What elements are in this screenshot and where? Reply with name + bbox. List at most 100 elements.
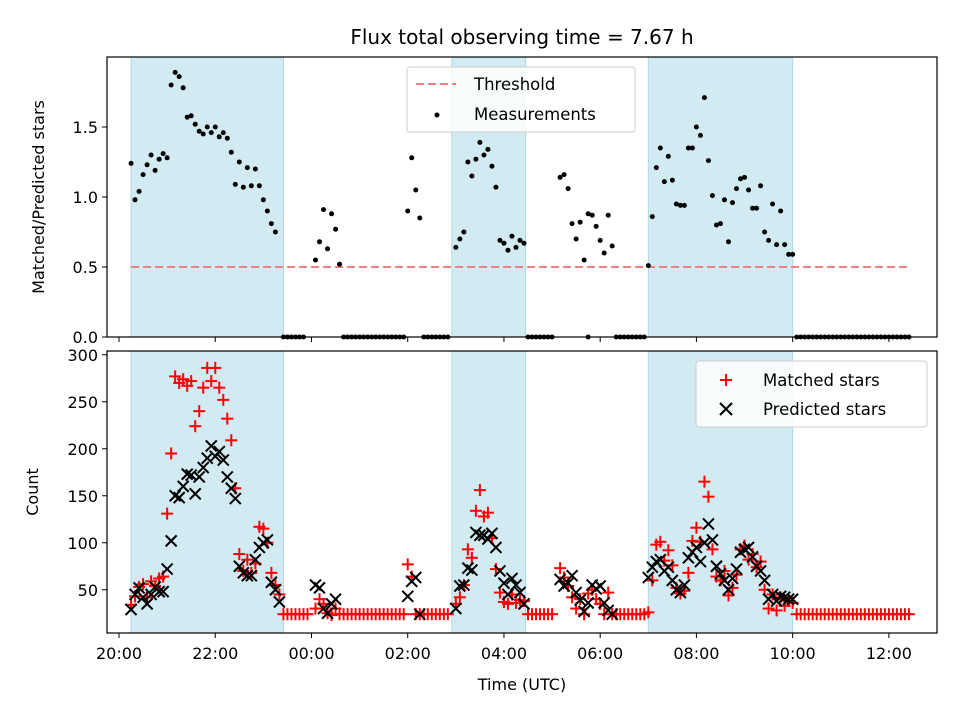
measurement-point: [505, 247, 511, 253]
measurement-point: [645, 263, 651, 269]
predicted-point: [473, 529, 487, 542]
y-tick-label: 300: [67, 346, 98, 365]
matched-point: [225, 434, 238, 447]
matched-point: [654, 535, 667, 548]
predicted-point: [786, 592, 799, 606]
measurement-point: [152, 167, 158, 173]
measurement-point: [180, 85, 186, 91]
predicted-point: [742, 541, 755, 554]
predicted-point: [457, 578, 471, 592]
measurement-point: [148, 152, 154, 158]
measurement-point: [717, 221, 723, 227]
y-tick-label: 50: [78, 581, 98, 600]
predicted-point: [261, 533, 274, 547]
x-tick-label: 04:00: [481, 644, 527, 663]
x-axis-label: Time (UTC): [477, 675, 566, 694]
measurement-point: [317, 239, 323, 245]
x-tick-label: 06:00: [577, 644, 623, 663]
measurement-point: [673, 201, 679, 207]
measurement-point: [156, 156, 162, 162]
x-tick-label: 02:00: [385, 644, 431, 663]
measurement-point: [184, 114, 190, 120]
predicted-point: [597, 596, 611, 610]
matched-point: [213, 381, 226, 394]
measurement-point: [521, 240, 527, 246]
predicted-point: [461, 561, 475, 575]
legend-matched-swatch: [720, 374, 732, 386]
predicted-point: [505, 572, 519, 585]
measurement-point: [136, 188, 142, 194]
x-tick-label: 20:00: [96, 644, 142, 663]
measurement-point: [337, 261, 343, 267]
y-tick-label: 0.0: [73, 328, 98, 347]
measurement-point: [481, 152, 487, 158]
measurement-point: [709, 193, 715, 199]
measurement-point: [140, 172, 146, 178]
predicted-point: [205, 439, 218, 453]
predicted-point: [493, 564, 507, 578]
predicted-point: [714, 567, 727, 580]
measurement-point: [144, 162, 150, 168]
measurement-point: [517, 237, 523, 243]
matched-point: [401, 558, 414, 571]
measurement-point: [188, 113, 194, 119]
predicted-point: [577, 605, 591, 618]
legend-threshold-label: Threshold: [473, 75, 555, 94]
matched-point: [682, 566, 695, 579]
predicted-point: [221, 470, 234, 484]
measurement-point: [734, 186, 740, 192]
measurement-point: [321, 207, 327, 213]
matched-point: [726, 581, 739, 594]
measurement-point: [609, 243, 615, 249]
measurement-point: [577, 219, 583, 225]
measurement-point: [657, 145, 663, 151]
predicted-point: [722, 583, 735, 596]
predicted-point: [409, 571, 422, 584]
measurement-point: [713, 222, 719, 228]
matched-point: [489, 563, 502, 576]
measurement-point: [762, 229, 768, 235]
matched-point: [161, 507, 174, 520]
y-tick-label: 150: [67, 487, 98, 506]
measurement-point: [593, 223, 599, 229]
measurement-point: [405, 208, 411, 214]
measurement-point: [272, 229, 278, 235]
measurement-point: [725, 239, 731, 245]
measurement-point: [313, 257, 319, 263]
measurement-point: [701, 95, 707, 101]
measurement-point: [790, 251, 796, 257]
matched-point: [209, 361, 222, 374]
measurement-point: [649, 214, 655, 220]
count-y-axis-label: Count: [23, 468, 42, 516]
measurement-point: [689, 145, 695, 151]
measurement-point: [782, 242, 788, 248]
matched-point: [678, 584, 691, 597]
measurement-point: [485, 146, 491, 152]
measurement-point: [204, 124, 210, 130]
predicted-point: [140, 597, 154, 611]
ratio-legend-box: [406, 66, 636, 133]
y-tick-label: 1.0: [73, 188, 98, 207]
measurement-point: [501, 240, 507, 246]
measurement-point: [325, 246, 331, 252]
legend-matched-label: Matched stars: [763, 371, 880, 390]
matched-point: [205, 375, 218, 388]
measurement-point: [256, 183, 262, 189]
measurement-point: [329, 211, 335, 217]
shaded-interval-3: [647, 56, 794, 338]
predicted-point: [269, 583, 282, 596]
predicted-point: [217, 453, 230, 467]
measurement-point: [240, 184, 246, 190]
ratio-y-axis-label: Matched/Predicted stars: [29, 100, 48, 294]
predicted-point: [565, 569, 579, 582]
matched-point: [221, 412, 234, 425]
predicted-point: [465, 563, 479, 577]
matched-point: [165, 447, 178, 460]
count-legend-box: [695, 360, 928, 428]
measurement-point: [581, 257, 587, 263]
measurement-point: [461, 229, 467, 235]
matched-point: [193, 405, 206, 418]
measurement-point: [212, 124, 218, 130]
predicted-point: [710, 560, 723, 573]
measurement-point: [589, 212, 595, 218]
